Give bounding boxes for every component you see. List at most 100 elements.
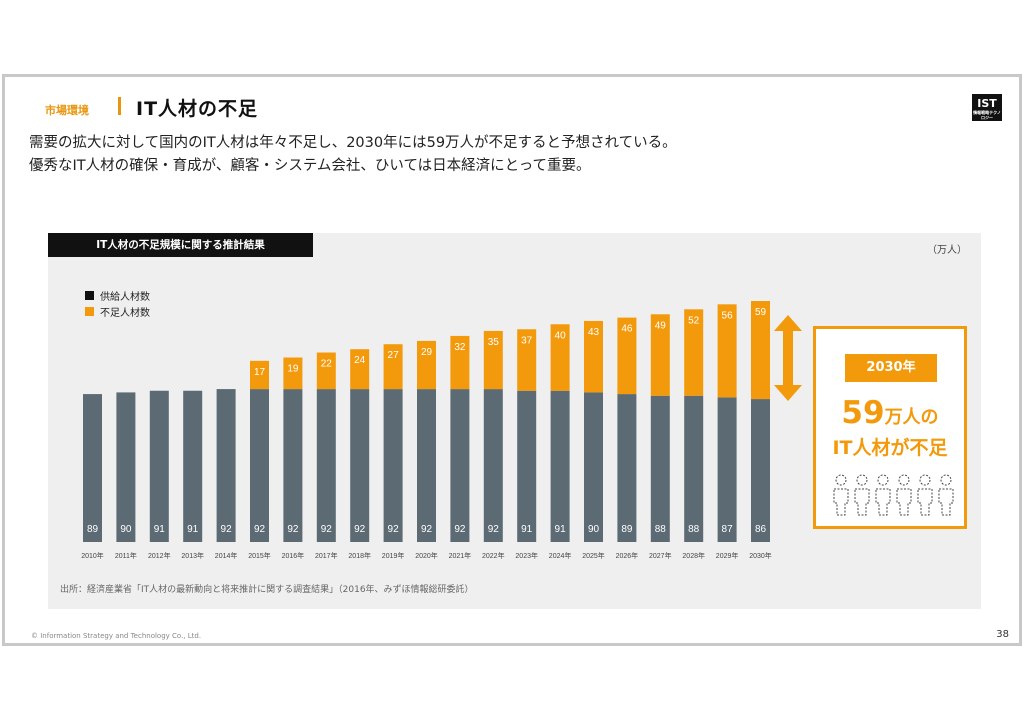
lead-line-2: 優秀なIT人材の確保・育成が、顧客・システム会社、ひいては日本経済にとって重要。 xyxy=(29,158,591,174)
bar-supply xyxy=(751,399,770,542)
bar-shortage xyxy=(250,360,269,390)
legend-label-supply: 供給人材数 xyxy=(100,291,150,303)
callout-line-2: IT人材が不足 xyxy=(832,437,948,459)
label-supply: 88 xyxy=(688,524,700,535)
legend-item-supply: 供給人材数 xyxy=(85,287,150,303)
bar-shortage xyxy=(450,335,470,390)
bar-shortage xyxy=(684,309,704,396)
label-supply: 92 xyxy=(488,524,500,535)
x-tick-label: 2019年 xyxy=(382,551,405,560)
bar-supply xyxy=(283,389,303,542)
label-supply: 92 xyxy=(454,524,466,535)
bar-supply xyxy=(83,394,102,542)
label-supply: 89 xyxy=(87,524,99,535)
bar-shortage xyxy=(350,349,370,390)
label-shortage: 35 xyxy=(488,337,500,348)
x-tick-label: 2028年 xyxy=(682,551,705,560)
x-tick-label: 2029年 xyxy=(716,551,739,560)
people-icon xyxy=(833,474,954,516)
bar-shortage xyxy=(283,357,303,390)
label-shortage: 46 xyxy=(621,324,633,335)
x-tick-label: 2015年 xyxy=(248,551,271,560)
bar-supply xyxy=(450,389,470,542)
label-supply: 92 xyxy=(354,524,366,535)
x-tick-label: 2014年 xyxy=(215,551,238,560)
bar-shortage xyxy=(316,352,336,390)
x-tick-label: 2011年 xyxy=(115,551,137,560)
x-tick-label: 2010年 xyxy=(81,551,104,560)
label-supply: 92 xyxy=(321,524,333,535)
label-shortage: 59 xyxy=(755,307,767,318)
label-supply: 86 xyxy=(755,524,767,535)
x-tick-label: 2023年 xyxy=(515,551,538,560)
bar-supply xyxy=(717,397,737,542)
label-shortage: 17 xyxy=(254,367,266,378)
label-supply: 92 xyxy=(254,524,266,535)
bar-supply xyxy=(417,389,436,542)
label-shortage: 49 xyxy=(655,320,667,331)
logo-subtext: 情報戦略テクノロジー xyxy=(973,110,1001,120)
callout-box: 2030年 59万人の IT人材が不足 xyxy=(813,326,967,529)
label-shortage: 29 xyxy=(421,347,433,358)
bar-supply xyxy=(584,392,603,542)
x-tick-label: 2024年 xyxy=(549,551,572,560)
label-supply: 91 xyxy=(187,524,199,535)
x-tick-label: 2013年 xyxy=(181,551,204,560)
logo-text: IST xyxy=(977,97,997,110)
bar-shortage xyxy=(550,324,570,391)
bar-shortage xyxy=(650,314,670,396)
x-tick-label: 2025年 xyxy=(582,551,605,560)
x-tick-label: 2030年 xyxy=(749,551,772,560)
unit-label: （万人） xyxy=(927,245,967,256)
bar-shortage xyxy=(483,330,503,390)
bar-supply xyxy=(250,389,269,542)
title-divider xyxy=(118,97,121,115)
label-supply: 91 xyxy=(555,524,567,535)
label-supply: 90 xyxy=(588,524,600,535)
x-tick-label: 2027年 xyxy=(649,551,672,560)
bar-supply xyxy=(617,394,637,542)
bar-shortage xyxy=(383,344,403,390)
bar-supply xyxy=(183,390,203,542)
chart-panel: 89 2010年 90 2011年 91 2012年 91 2013年 92 2014年 92 17 2… xyxy=(48,233,981,609)
label-supply: 92 xyxy=(287,524,299,535)
label-supply: 92 xyxy=(388,524,400,535)
copyright: © Information Strategy and Technology Co… xyxy=(31,632,202,640)
label-shortage: 40 xyxy=(555,330,567,341)
bar-supply xyxy=(650,395,670,542)
label-supply: 89 xyxy=(621,524,633,535)
label-supply: 90 xyxy=(120,524,132,535)
chart-title: IT人材の不足規模に関する推計結果 xyxy=(48,233,313,257)
x-tick-label: 2018年 xyxy=(348,551,371,560)
label-supply: 92 xyxy=(421,524,433,535)
bar-supply xyxy=(350,389,370,542)
callout-amount: 59万人の xyxy=(816,395,964,431)
bar-supply xyxy=(517,390,537,542)
bar-shortage xyxy=(717,304,737,398)
label-supply: 91 xyxy=(154,524,166,535)
label-shortage: 56 xyxy=(722,310,734,321)
bar-shortage xyxy=(517,329,537,391)
legend-item-shortage: 不足人材数 xyxy=(85,303,150,319)
bar-chart: 89 2010年 90 2011年 91 2012年 91 2013年 92 2014年 92 17 2… xyxy=(81,301,772,560)
section-label: 市場環境 xyxy=(45,104,89,117)
x-tick-label: 2021年 xyxy=(449,551,472,560)
x-tick-label: 2026年 xyxy=(616,551,639,560)
bar-supply xyxy=(316,389,336,542)
bar-supply xyxy=(383,389,403,542)
x-tick-label: 2017年 xyxy=(315,551,338,560)
bar-shortage xyxy=(584,320,603,393)
bar-supply xyxy=(483,389,503,542)
legend-label-shortage: 不足人材数 xyxy=(100,307,150,319)
callout-suffix: 万人の xyxy=(884,407,939,428)
x-tick-label: 2020年 xyxy=(415,551,438,560)
legend-swatch-shortage xyxy=(85,306,94,316)
legend: 供給人材数 不足人材数 xyxy=(85,287,150,319)
bar-supply xyxy=(684,395,704,542)
company-logo: IST 情報戦略テクノロジー xyxy=(972,94,1002,121)
x-tick-label: 2016年 xyxy=(282,551,305,560)
bar-shortage xyxy=(617,317,637,395)
lead-text: 需要の拡大に対して国内のIT人材は年々不足し、2030年には59万人が不足すると… xyxy=(29,132,677,178)
bar-supply xyxy=(116,392,136,542)
legend-swatch-supply xyxy=(85,290,94,300)
